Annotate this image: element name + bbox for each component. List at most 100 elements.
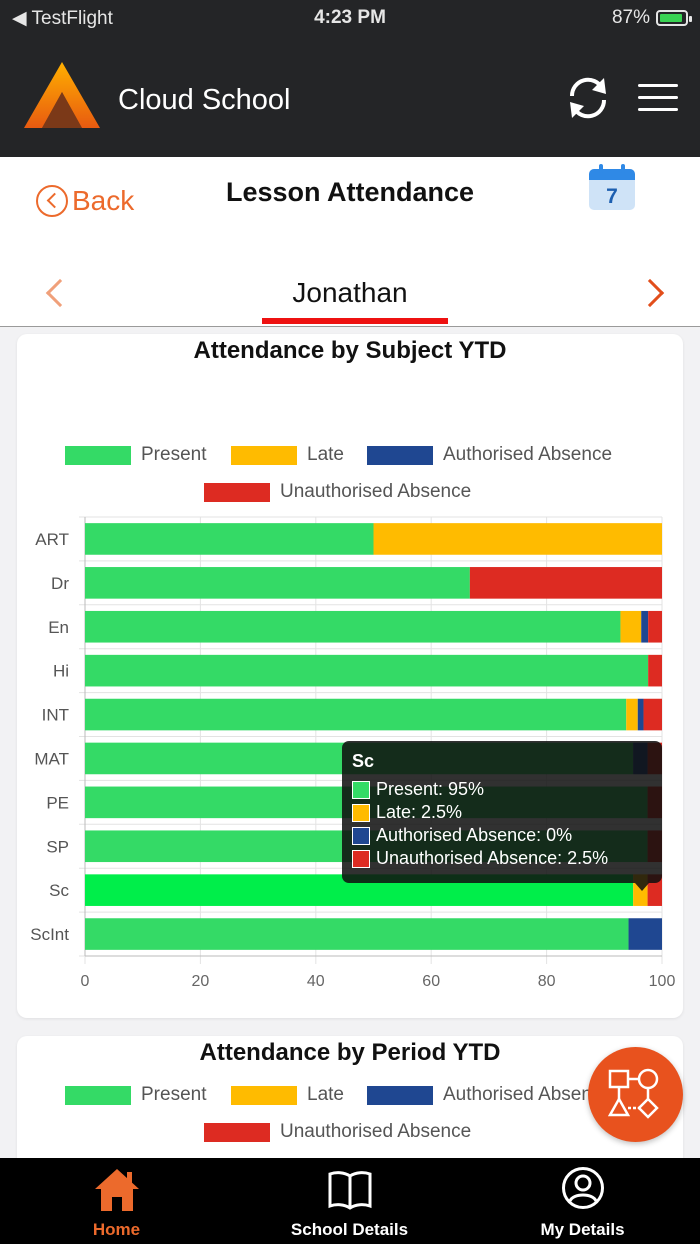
nav-school-details[interactable]: School Details	[233, 1158, 466, 1244]
nav-home[interactable]: Home	[0, 1158, 233, 1244]
tooltip-present-swatch	[352, 780, 370, 799]
bar-segment[interactable]	[85, 918, 629, 950]
nav-home-label: Home	[92, 1220, 141, 1239]
legend-late-swatch	[231, 445, 297, 465]
x-tick-label: 40	[307, 973, 325, 990]
subject-attendance-card: Attendance by Subject YTD Present Late A…	[17, 334, 683, 1018]
home-icon	[95, 1169, 139, 1211]
back-arrow-icon	[36, 185, 68, 217]
tooltip-late-text: Late: 2.5%	[376, 802, 463, 822]
period-legend-present-label: Present	[141, 1084, 207, 1105]
legend-unauthorised[interactable]: Unauthorised Absence	[204, 481, 471, 503]
legend-authorised[interactable]: Authorised Absence	[367, 444, 612, 466]
bar-segment[interactable]	[628, 918, 662, 950]
tooltip-authorised-text: Authorised Absence: 0%	[376, 825, 573, 845]
legend-unauthorised-label: Unauthorised Absence	[280, 481, 472, 502]
legend-late-label: Late	[307, 444, 344, 465]
battery-icon	[656, 10, 692, 26]
bar-segment[interactable]	[85, 654, 649, 687]
legend-unauthorised-swatch	[204, 482, 270, 502]
calendar-icon[interactable]: 7	[588, 163, 636, 211]
page-header: Back Lesson Attendance 7 Jonathan	[0, 157, 700, 327]
period-legend-unauthorised-swatch	[204, 1122, 270, 1142]
battery-percent: 87%	[611, 7, 650, 28]
y-tick-label: INT	[42, 706, 69, 725]
flowchart-fab-button[interactable]	[588, 1047, 683, 1142]
legend-present-swatch	[65, 445, 131, 465]
period-legend-authorised-label: Authorised Absence	[443, 1084, 613, 1105]
bar-segment[interactable]	[648, 610, 662, 643]
nav-my-details[interactable]: My Details	[466, 1158, 699, 1244]
tooltip-late-swatch	[352, 803, 370, 822]
period-legend-unauthorised-label: Unauthorised Absence	[280, 1121, 472, 1142]
hamburger-icon[interactable]	[638, 84, 678, 120]
bar-segment[interactable]	[85, 567, 470, 599]
subject-chart-title: Attendance by Subject YTD	[193, 337, 507, 364]
period-legend-late-swatch	[231, 1085, 297, 1105]
bar-segment[interactable]	[637, 698, 644, 731]
x-tick-label: 60	[422, 973, 440, 990]
legend-late[interactable]: Late	[231, 444, 344, 466]
y-tick-label: MAT	[34, 749, 69, 768]
nav-school-details-label: School Details	[290, 1220, 409, 1239]
tooltip-caret	[635, 883, 649, 891]
period-legend-authorised[interactable]: Authorised Absence	[367, 1084, 612, 1106]
sync-icon[interactable]	[564, 74, 612, 122]
book-icon	[328, 1171, 372, 1210]
bar-segment[interactable]	[85, 610, 621, 643]
period-legend-late-label: Late	[307, 1084, 344, 1105]
period-legend-late[interactable]: Late	[231, 1084, 344, 1106]
y-tick-label: Sc	[49, 881, 69, 900]
flowchart-icon	[607, 1068, 659, 1119]
back-label: Back	[72, 185, 135, 216]
bar-segment[interactable]	[620, 610, 642, 643]
tooltip-row-unauthorised: Unauthorised Absence: 2.5%	[352, 848, 608, 869]
y-tick-label: ART	[35, 530, 69, 549]
page-title: Lesson Attendance	[225, 177, 475, 207]
chart-tooltip: Sc Present: 95% Late: 2.5% Authorised Ab…	[342, 741, 662, 891]
bar-segment[interactable]	[641, 610, 649, 643]
nav-my-details-label: My Details	[540, 1220, 625, 1239]
x-tick-label: 20	[192, 973, 210, 990]
tooltip-authorised-swatch	[352, 826, 370, 845]
subject-bar-chart: 0 20 40 60 80 100 ART Dr En Hi INT MAT PE SP Sc ScInt	[30, 516, 675, 990]
status-bar: ◀ TestFlight 4:23 PM 87%	[0, 0, 700, 36]
tooltip-present-text: Present: 95%	[376, 779, 485, 799]
tooltip-row-late: Late: 2.5%	[352, 802, 462, 823]
period-legend-present-swatch	[65, 1085, 131, 1105]
bar-segment[interactable]	[643, 698, 662, 731]
y-tick-label: Dr	[51, 574, 69, 593]
legend-authorised-label: Authorised Absence	[443, 444, 613, 465]
tooltip-row-present: Present: 95%	[352, 779, 484, 800]
cloud-school-logo-icon	[24, 62, 100, 128]
bar-segment[interactable]	[373, 523, 663, 555]
tooltip-unauthorised-text: Unauthorised Absence: 2.5%	[376, 848, 609, 868]
legend-present[interactable]: Present	[65, 444, 206, 466]
y-tick-label: PE	[46, 793, 69, 812]
period-attendance-card: Attendance by Period YTD Present Late Au…	[17, 1036, 683, 1176]
bar-segment[interactable]	[469, 567, 662, 599]
legend-authorised-swatch	[367, 445, 433, 465]
bar-segment[interactable]	[85, 698, 627, 731]
legend-present-label: Present	[141, 444, 207, 465]
app-header: ◀ TestFlight 4:23 PM 87% Cloud School	[0, 0, 700, 157]
tooltip-unauthorised-swatch	[352, 849, 370, 868]
bar-segment[interactable]	[648, 654, 662, 687]
y-tick-label: ScInt	[30, 925, 69, 944]
period-legend-unauthorised[interactable]: Unauthorised Absence	[204, 1121, 471, 1143]
student-tab-indicator	[262, 318, 448, 324]
app-title: Cloud School	[118, 84, 291, 116]
x-tick-label: 0	[81, 973, 90, 990]
status-right: 87%	[611, 7, 692, 29]
back-button[interactable]: Back	[36, 185, 134, 217]
period-legend-authorised-swatch	[367, 1085, 433, 1105]
bar-segment[interactable]	[626, 698, 638, 731]
y-tick-label: SP	[46, 837, 69, 856]
status-time: 4:23 PM	[314, 7, 386, 28]
period-legend-present[interactable]: Present	[65, 1084, 206, 1106]
period-chart-title: Attendance by Period YTD	[199, 1039, 501, 1066]
user-circle-icon	[562, 1167, 604, 1209]
bar-segment[interactable]	[85, 523, 374, 555]
bottom-navigation: Home School Details My Details	[0, 1158, 700, 1244]
y-tick-label: En	[48, 618, 69, 637]
